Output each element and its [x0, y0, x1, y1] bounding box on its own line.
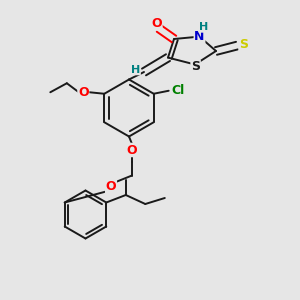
Text: H: H [131, 64, 140, 75]
Text: O: O [151, 16, 162, 30]
Text: S: S [191, 60, 200, 74]
Text: Cl: Cl [171, 84, 184, 97]
Text: O: O [106, 180, 116, 193]
Text: N: N [194, 30, 205, 43]
Text: S: S [239, 38, 248, 51]
Text: O: O [78, 86, 88, 99]
Text: O: O [127, 143, 137, 157]
Text: H: H [200, 22, 208, 32]
